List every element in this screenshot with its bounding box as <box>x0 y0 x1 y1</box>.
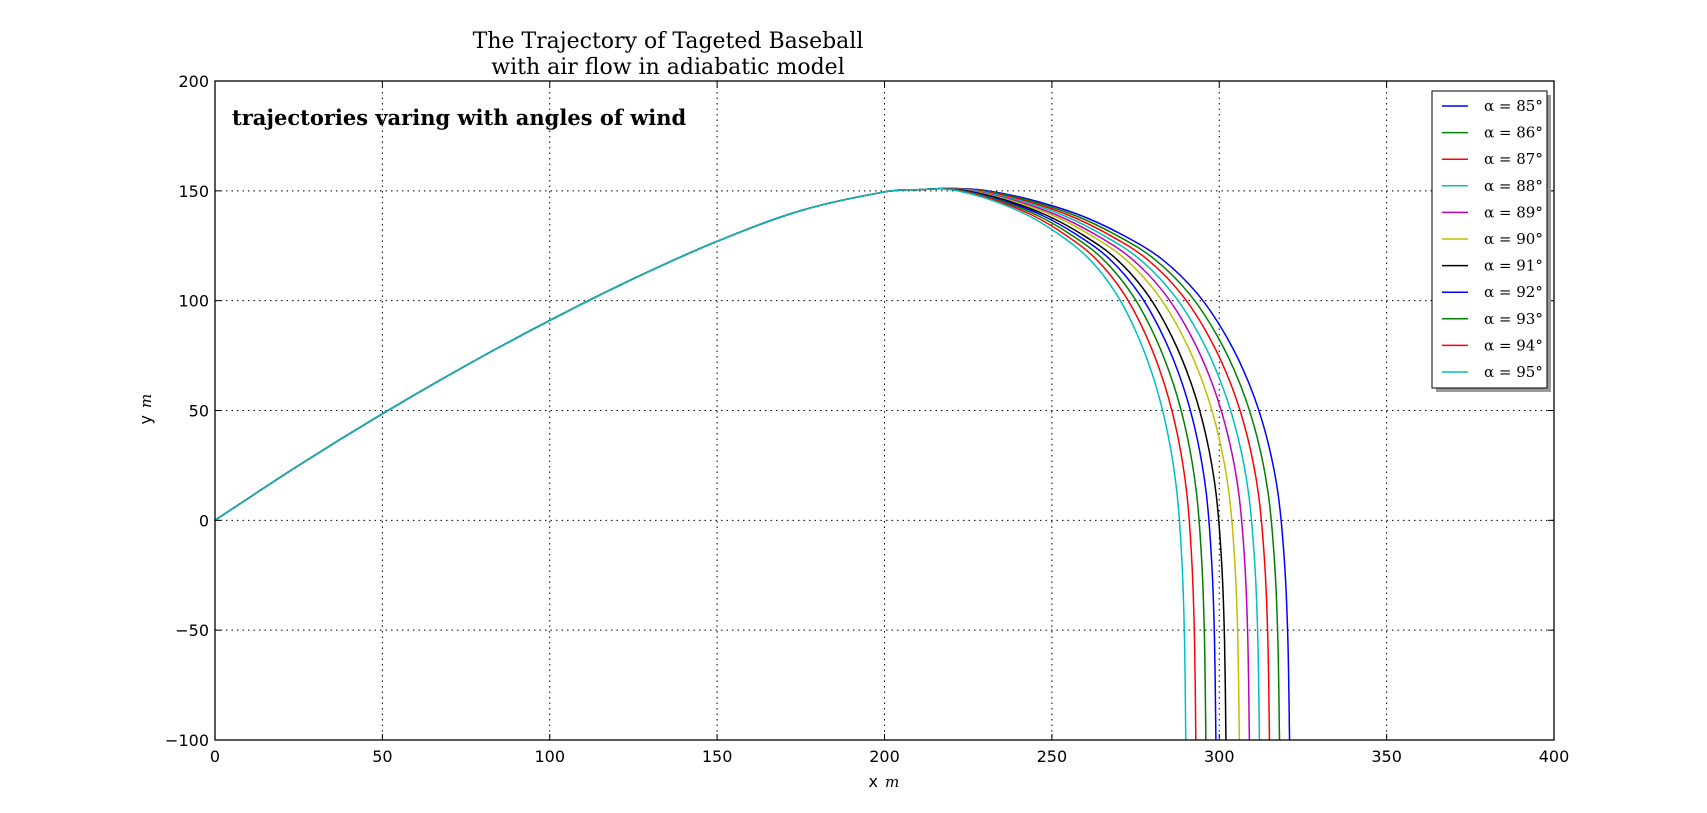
x-tick-label: 100 <box>534 747 565 766</box>
x-tick-label: 200 <box>869 747 900 766</box>
y-axis-label: y m <box>136 394 155 425</box>
x-tick-label: 250 <box>1037 747 1068 766</box>
legend-entry: α = 91° <box>1484 257 1543 275</box>
grid-lines <box>215 81 1554 740</box>
legend-entry: α = 88° <box>1484 177 1543 195</box>
series-line <box>214 187 1187 741</box>
series-line <box>214 187 1207 741</box>
legend: α = 85° α = 86° α = 87° α = 88° α = 89° α = 9… <box>1431 90 1551 392</box>
x-axis-label: x m <box>869 772 900 791</box>
legend-entry: α = 90° <box>1484 230 1543 248</box>
legend-entry: α = 86° <box>1484 124 1543 142</box>
series-line <box>214 187 1261 741</box>
y-tick-label: 100 <box>178 292 209 311</box>
x-axis-unit: m <box>885 773 899 791</box>
y-tick-label: −50 <box>175 621 209 640</box>
series-line <box>214 187 1271 741</box>
chart-subtitle: with air flow in adiabatic model <box>491 55 844 80</box>
series-line <box>214 187 1281 741</box>
legend-entry: α = 95° <box>1484 363 1543 381</box>
series-lines <box>214 187 1291 741</box>
x-tick-label: 50 <box>372 747 392 766</box>
y-tick-label: 0 <box>199 511 209 530</box>
legend-entry: α = 93° <box>1484 310 1543 328</box>
chart-annotation: trajectories varing with angles of wind <box>232 105 687 130</box>
y-tick-label: 200 <box>178 72 209 91</box>
x-tick-label: 0 <box>210 747 220 766</box>
x-axis-label-text: x <box>869 772 878 791</box>
series-line <box>214 187 1227 741</box>
legend-entry: α = 94° <box>1484 336 1543 354</box>
y-axis-unit: m <box>137 394 155 408</box>
y-tick-label: 50 <box>189 402 209 421</box>
x-tick-label: 350 <box>1371 747 1402 766</box>
y-tick-label: −100 <box>165 731 209 750</box>
legend-entry: α = 87° <box>1484 150 1543 168</box>
legend-items: α = 85° α = 86° α = 87° α = 88° α = 89° α = 9… <box>1442 97 1543 381</box>
series-line <box>214 187 1217 741</box>
legend-entry: α = 89° <box>1484 203 1543 221</box>
x-tick-label: 300 <box>1204 747 1235 766</box>
x-tick-label: 150 <box>702 747 733 766</box>
legend-entry: α = 92° <box>1484 283 1543 301</box>
series-line <box>214 187 1197 741</box>
chart-title: The Trajectory of Tageted Baseball <box>473 29 864 54</box>
series-line <box>214 187 1251 741</box>
y-axis-label-text: y <box>136 415 155 424</box>
x-tick-label: 400 <box>1539 747 1570 766</box>
plot-frame <box>214 80 1555 741</box>
legend-entry: α = 85° <box>1484 97 1543 115</box>
y-tick-label: 150 <box>178 182 209 201</box>
series-line <box>214 187 1241 741</box>
axis-ticks: 0 50 100 150 200 250 300 350 400 −100 −50 0 50 100 150… <box>165 72 1569 766</box>
